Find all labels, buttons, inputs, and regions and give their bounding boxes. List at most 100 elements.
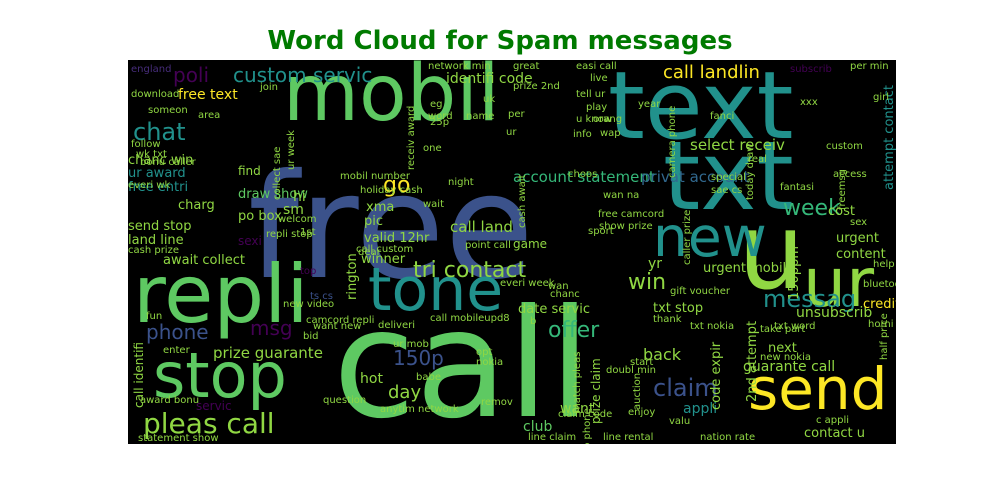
word-cloud-term: msg — [250, 316, 293, 340]
word-cloud-term: enter — [163, 345, 190, 356]
word-cloud-term: help date — [873, 259, 896, 270]
word-cloud-term: nokia — [476, 357, 504, 368]
word-cloud-term: sm — [283, 202, 304, 218]
word-cloud-term: today draw — [745, 143, 756, 200]
word-cloud-term: area — [198, 110, 221, 121]
word-cloud-term: mobil — [283, 60, 500, 139]
word-cloud-term: caller prize — [682, 209, 693, 265]
word-cloud-term: winner — [361, 252, 406, 267]
word-cloud-term: go — [383, 173, 411, 198]
word-cloud-term: fantasi — [780, 182, 815, 193]
word-cloud-term: statement show — [138, 433, 219, 444]
word-cloud-term: award bonu — [140, 395, 200, 406]
word-cloud-term: call custom — [356, 244, 414, 255]
word-cloud-term: claim code — [558, 409, 613, 420]
word-cloud-term: camera phone — [667, 105, 678, 178]
word-cloud-term: text — [608, 60, 794, 161]
word-cloud-term: ur week — [286, 130, 297, 170]
word-cloud-term: tone — [368, 255, 504, 325]
word-cloud-term: free entri — [128, 180, 189, 195]
word-cloud-term: sae cs — [711, 185, 743, 196]
word-cloud-term: one — [423, 143, 442, 154]
word-cloud-term: hi — [293, 189, 306, 205]
word-cloud-term: send stop — [128, 219, 192, 234]
word-cloud-term: win — [628, 270, 667, 295]
word-cloud-term: find — [238, 164, 261, 178]
word-cloud-term: top — [300, 266, 317, 277]
word-cloud-term: txt stop — [653, 301, 704, 316]
word-cloud-term: yr — [648, 256, 663, 272]
word-cloud-term: stop — [153, 339, 287, 412]
word-cloud-term: guarante call — [743, 359, 836, 375]
word-cloud-term: custom servic — [233, 63, 373, 87]
word-cloud-term: pic — [364, 214, 384, 229]
word-cloud-term: everi week — [500, 278, 555, 289]
word-cloud-term: line rental — [603, 432, 654, 443]
word-cloud-term: wan na — [603, 190, 640, 201]
word-cloud-term: 25p — [430, 117, 450, 128]
word-cloud-term: per min — [850, 61, 889, 72]
word-cloud-term: collect sae — [272, 146, 283, 200]
word-cloud-term: enjoy — [628, 407, 656, 418]
word-cloud-term: sex — [850, 217, 868, 228]
word-cloud-term: freemsg — [837, 168, 848, 210]
word-cloud-term: u — [738, 191, 805, 313]
word-cloud-term: remov — [481, 397, 513, 408]
word-cloud-term: 150ppm — [787, 246, 802, 300]
word-cloud-term: great — [513, 61, 540, 72]
word-cloud-term: bonu caller — [140, 157, 196, 168]
word-cloud-term: week — [783, 196, 841, 221]
word-cloud-term: live — [590, 73, 608, 84]
word-cloud-term: want — [560, 401, 595, 417]
word-cloud-term: club — [523, 419, 553, 435]
chart-title: Word Cloud for Spam messages — [267, 26, 733, 56]
word-cloud-term: horni — [868, 319, 894, 330]
word-cloud-term: chanc — [550, 289, 580, 300]
word-cloud-term: unsubscrib — [796, 305, 873, 321]
word-cloud-term: privat account — [641, 168, 750, 186]
word-cloud-term: start — [630, 357, 654, 368]
word-cloud-term: cash await — [517, 174, 528, 229]
word-cloud-term: show prize — [599, 221, 653, 232]
word-cloud-term: select receiv — [690, 136, 785, 154]
word-cloud-term: follow — [131, 139, 161, 150]
word-cloud-term: call land — [450, 218, 513, 236]
word-cloud-term: bluetooth — [863, 279, 896, 290]
word-cloud-term: fun — [146, 311, 163, 322]
word-cloud-term: real — [748, 154, 767, 165]
word-cloud-term: camcord repli — [306, 315, 375, 326]
word-cloud-term: send — [748, 355, 888, 423]
word-cloud-term: per — [508, 109, 525, 120]
word-cloud-term: content — [836, 247, 886, 262]
word-cloud-term: game — [513, 237, 548, 251]
word-cloud-term: subscrib — [790, 64, 832, 75]
word-cloud-term: cash prize — [128, 245, 179, 256]
word-cloud-term: auction — [632, 372, 643, 410]
word-cloud-term: call — [333, 278, 591, 444]
word-cloud-term: next — [768, 341, 797, 356]
word-cloud-term: tell ur — [576, 89, 606, 100]
word-cloud-term: download — [131, 89, 180, 100]
word-cloud-term: appli — [683, 401, 718, 417]
word-cloud-term: free text — [178, 87, 238, 103]
word-cloud-term: prize 2nd — [513, 81, 560, 92]
word-cloud-term: prize guarante — [213, 344, 323, 362]
word-cloud-term: doubl min — [606, 365, 656, 376]
word-cloud-term: identifi code — [446, 71, 533, 87]
word-cloud-term: txt word — [774, 321, 816, 332]
word-cloud-term: ts cs — [310, 291, 334, 302]
word-cloud-term: match pleas — [572, 351, 583, 413]
word-cloud-term: repli stop — [266, 229, 313, 240]
word-cloud-term: messag — [763, 285, 857, 313]
word-cloud-term: someon — [148, 105, 188, 116]
word-cloud-term: everi wk — [128, 180, 171, 191]
word-cloud-term: bid — [303, 331, 319, 342]
word-cloud-term: new — [653, 205, 767, 269]
word-cloud-term: valid 12hr — [364, 231, 430, 246]
word-cloud-term: charg — [178, 198, 215, 213]
word-cloud-term: question — [323, 395, 367, 406]
word-cloud-term: phone — [146, 320, 209, 344]
word-cloud-term: rington — [345, 253, 360, 300]
word-cloud-term: back — [643, 345, 682, 364]
word-cloud-term: receiv award — [406, 105, 417, 170]
